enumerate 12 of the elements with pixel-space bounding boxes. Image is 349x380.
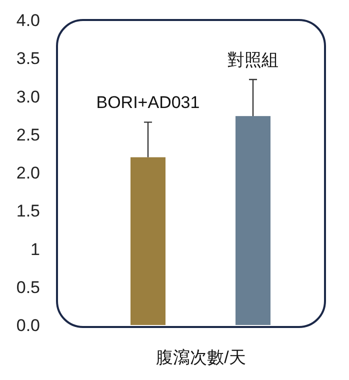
y-tick-label: 4.0 [16, 11, 40, 30]
x-axis-title: 腹瀉次數/天 [156, 348, 246, 367]
y-tick-label: 3.0 [16, 87, 40, 106]
y-tick-label: 0.0 [16, 316, 40, 335]
x-tick-label: 對照組 [228, 50, 278, 70]
y-tick-label: 2.5 [16, 125, 40, 144]
y-tick-label: 1 [30, 240, 40, 259]
y-tick-label: 0.5 [16, 278, 40, 297]
y-tick-label: 3.5 [16, 49, 40, 68]
y-tick-label: 2.0 [16, 164, 40, 182]
y-tick-label: 1.5 [16, 202, 40, 221]
x-tick-label: BORI+AD031 [96, 93, 200, 112]
